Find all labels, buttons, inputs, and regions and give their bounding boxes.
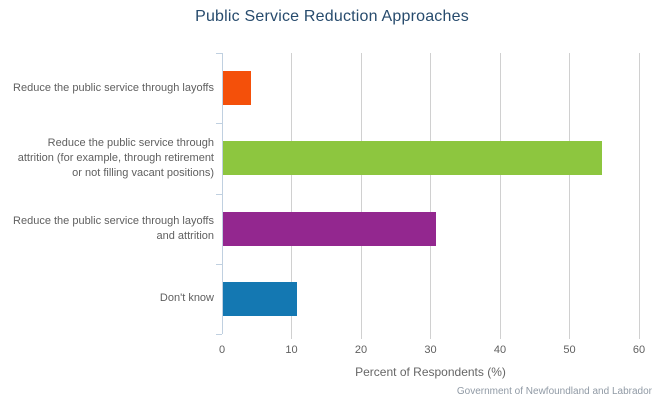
bar[interactable] [223, 71, 251, 106]
y-axis-tick [216, 53, 222, 54]
chart-title: Public Service Reduction Approaches [195, 8, 469, 25]
y-axis-tick [216, 264, 222, 265]
credits-label[interactable]: Government of Newfoundland and Labrador [456, 386, 652, 397]
gridline [638, 53, 640, 339]
y-axis-tick [216, 194, 222, 195]
x-axis-tick-label: 0 [218, 344, 226, 356]
y-axis-tick [216, 334, 222, 335]
x-axis-tick-label: 20 [354, 344, 368, 356]
x-axis-tick-label: 40 [493, 344, 507, 356]
y-axis-line [222, 53, 223, 334]
gridline [569, 53, 570, 339]
gridline [291, 53, 292, 339]
gridline [499, 53, 501, 339]
category-label: Reduce the public service through attrit… [17, 136, 214, 179]
gridline [430, 53, 431, 339]
category-label: Reduce the public service through layoff… [13, 81, 214, 94]
category-label: Don't know [159, 292, 214, 305]
x-axis-tick-label: 10 [285, 344, 298, 356]
y-axis-tick [216, 123, 222, 124]
category-label: Reduce the public service through layoff… [13, 214, 214, 242]
bar[interactable] [223, 281, 297, 316]
x-axis-tick-label: 30 [424, 344, 437, 356]
gridline [360, 53, 362, 339]
plot-area [222, 53, 640, 339]
bar[interactable] [223, 211, 437, 246]
x-axis-tick-label: 50 [563, 344, 576, 356]
x-axis-tick-label: 60 [632, 344, 646, 356]
bar[interactable] [223, 141, 602, 176]
x-axis-title: Percent of Respondents (%) [355, 365, 506, 379]
